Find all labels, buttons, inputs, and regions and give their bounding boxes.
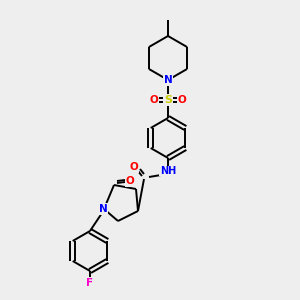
Text: O: O bbox=[130, 162, 138, 172]
Text: NH: NH bbox=[160, 166, 176, 176]
Text: N: N bbox=[164, 75, 172, 85]
Text: S: S bbox=[164, 95, 172, 105]
Text: O: O bbox=[178, 95, 186, 105]
Text: F: F bbox=[86, 278, 94, 288]
Text: N: N bbox=[99, 204, 107, 214]
Text: O: O bbox=[150, 95, 158, 105]
Text: O: O bbox=[126, 176, 134, 186]
